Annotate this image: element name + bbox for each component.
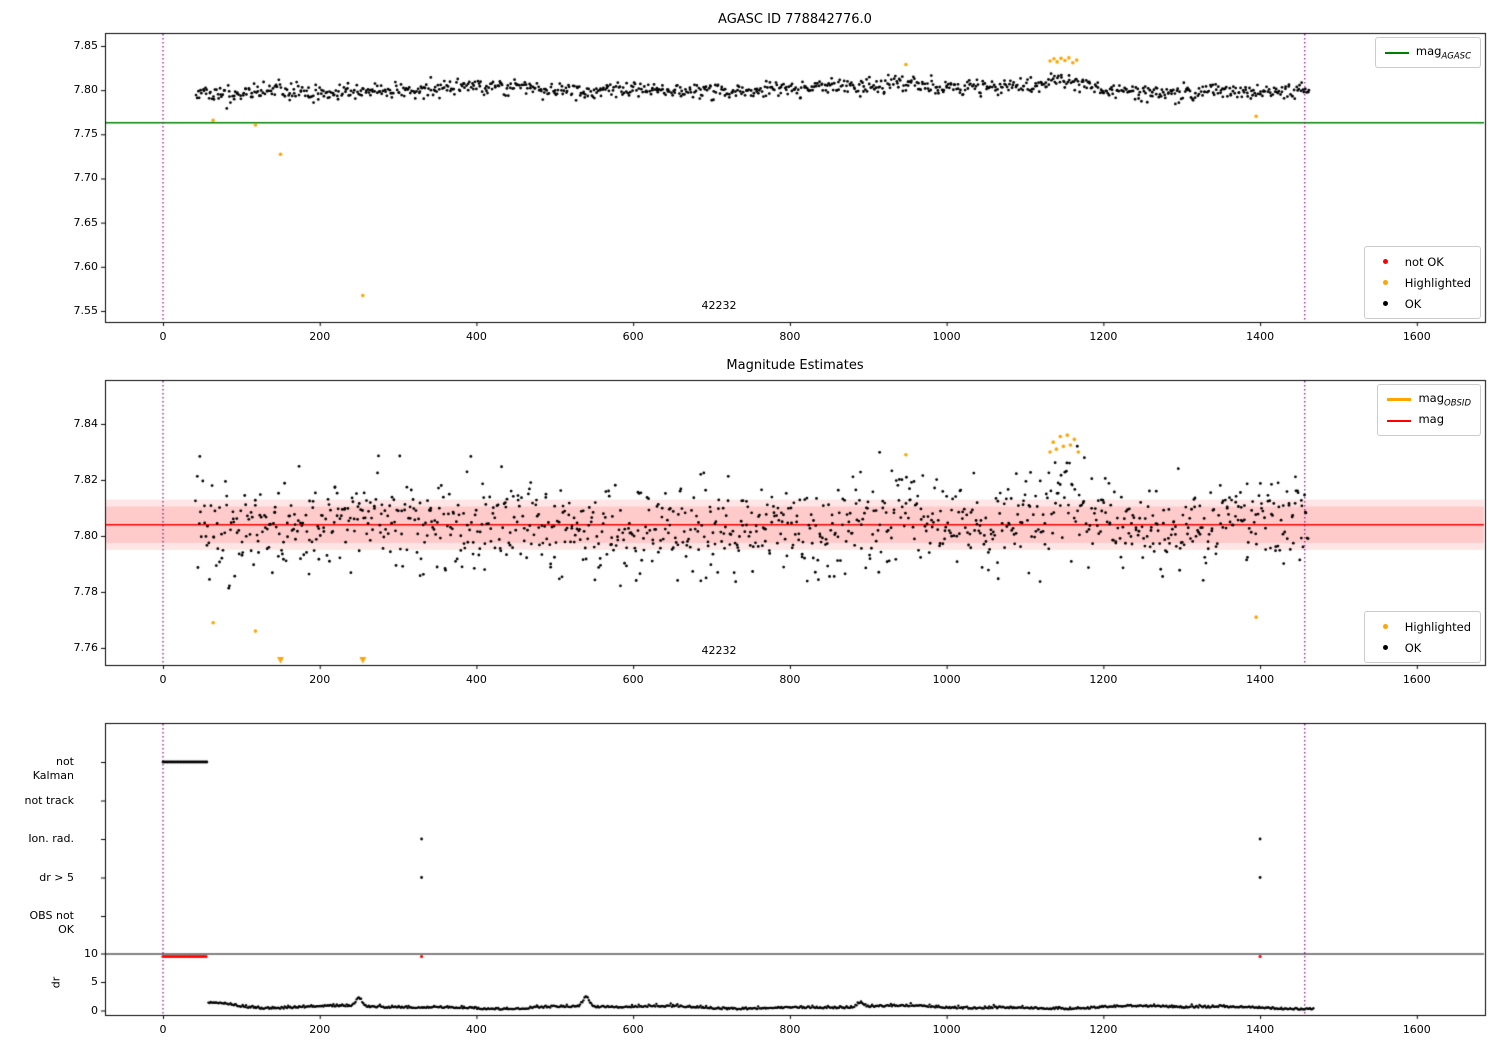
x-tick-label: 600 xyxy=(622,1023,644,1036)
plot2-line-legend: magOBSID mag xyxy=(1377,384,1481,436)
y-tick-label: 7.80 xyxy=(73,83,99,97)
x-tick-label: 1400 xyxy=(1246,673,1275,686)
x-tick-label: 400 xyxy=(465,1023,487,1036)
y-tick-label: 7.76 xyxy=(73,640,99,654)
y-tick-label: 7.65 xyxy=(73,215,99,229)
y-tick-label: 7.82 xyxy=(73,472,99,486)
dr-tick-label: 10 xyxy=(84,946,98,960)
mag-obsid-line-swatch xyxy=(1387,398,1412,401)
x-tick-label: 600 xyxy=(622,673,644,686)
plot1-obsid-annotation: 42232 xyxy=(701,299,737,312)
plot1-title: AGASC ID 778842776.0 xyxy=(718,12,872,27)
x-tick-label: 1000 xyxy=(932,1023,961,1036)
mag-agasc-line-swatch xyxy=(1384,51,1409,54)
legend-entry-mag: mag xyxy=(1387,410,1471,431)
legend-entry-mag-obsid: magOBSID xyxy=(1387,389,1471,410)
x-tick-label: 1200 xyxy=(1089,673,1118,686)
plot2-obsid-annotation: 42232 xyxy=(701,644,737,657)
legend-entry-not-ok: not OK xyxy=(1374,251,1471,272)
plot1-marker-legend: not OK Highlighted OK xyxy=(1363,246,1481,319)
legend-label-ok: OK xyxy=(1404,296,1422,311)
legend-label-mag: mag xyxy=(1418,411,1445,426)
x-tick-label: 200 xyxy=(309,330,331,343)
y-tick-label: 7.80 xyxy=(73,528,99,542)
dr-tick-label: 5 xyxy=(91,975,98,988)
x-tick-label: 800 xyxy=(779,1023,801,1036)
x-tick-label: 200 xyxy=(309,673,331,686)
category-label: OBS not OK xyxy=(29,909,74,936)
x-tick-label: 1400 xyxy=(1246,1023,1275,1036)
y-tick-label: 7.84 xyxy=(73,416,99,430)
legend-entry-highlighted2: Highlighted xyxy=(1374,616,1471,637)
y-tick-label: 7.75 xyxy=(73,127,99,141)
x-tick-label: 0 xyxy=(159,673,167,686)
y-tick-label: 7.55 xyxy=(73,303,99,317)
x-tick-label: 1600 xyxy=(1402,330,1431,343)
x-tick-label: 400 xyxy=(465,330,487,343)
highlighted-marker-swatch2 xyxy=(1374,624,1398,629)
category-label: not track xyxy=(24,793,74,807)
x-tick-label: 0 xyxy=(159,330,167,343)
x-tick-label: 1000 xyxy=(932,673,961,686)
legend-label-highlighted: Highlighted xyxy=(1404,275,1471,290)
legend-entry-highlighted: Highlighted xyxy=(1374,272,1471,293)
legend-label-not-ok: not OK xyxy=(1404,254,1444,269)
x-tick-label: 1200 xyxy=(1089,1023,1118,1036)
x-tick-label: 800 xyxy=(779,673,801,686)
x-tick-label: 200 xyxy=(309,1023,331,1036)
category-label: not Kalman xyxy=(32,755,74,782)
x-tick-label: 400 xyxy=(465,673,487,686)
y-tick-label: 7.70 xyxy=(73,171,99,185)
x-tick-label: 600 xyxy=(622,330,644,343)
dr-tick-label: 0 xyxy=(91,1003,98,1017)
ok-marker-swatch2 xyxy=(1374,645,1398,650)
category-label: Ion. rad. xyxy=(28,832,74,845)
x-tick-label: 1200 xyxy=(1089,330,1118,343)
category-label: dr > 5 xyxy=(39,870,74,884)
x-tick-label: 1600 xyxy=(1402,1023,1431,1036)
legend-entry-mag-agasc: magAGASC xyxy=(1384,42,1471,63)
y-tick-label: 7.60 xyxy=(73,259,99,273)
ok-marker-swatch xyxy=(1374,301,1398,306)
plot1-line-legend: magAGASC xyxy=(1374,37,1481,68)
y-tick-label: 7.85 xyxy=(73,38,99,52)
plot2-title: Magnitude Estimates xyxy=(726,358,864,373)
highlighted-marker-swatch xyxy=(1374,280,1398,285)
legend-label-ok2: OK xyxy=(1404,640,1422,655)
legend-entry-ok2: OK xyxy=(1374,637,1471,658)
x-tick-label: 1000 xyxy=(932,330,961,343)
plot2-marker-legend: Highlighted OK xyxy=(1363,611,1481,663)
not-ok-marker-swatch xyxy=(1374,259,1398,264)
y-tick-label: 7.78 xyxy=(73,584,99,598)
legend-label-highlighted2: Highlighted xyxy=(1404,619,1471,634)
x-tick-label: 1400 xyxy=(1246,330,1275,343)
x-tick-label: 800 xyxy=(779,330,801,343)
legend-entry-ok: OK xyxy=(1374,293,1471,314)
legend-label-mag-agasc: magAGASC xyxy=(1415,43,1471,62)
x-tick-label: 1600 xyxy=(1402,673,1431,686)
x-tick-label: 0 xyxy=(159,1023,167,1036)
mag-line-swatch xyxy=(1387,419,1412,422)
legend-label-mag-obsid: magOBSID xyxy=(1418,390,1471,409)
